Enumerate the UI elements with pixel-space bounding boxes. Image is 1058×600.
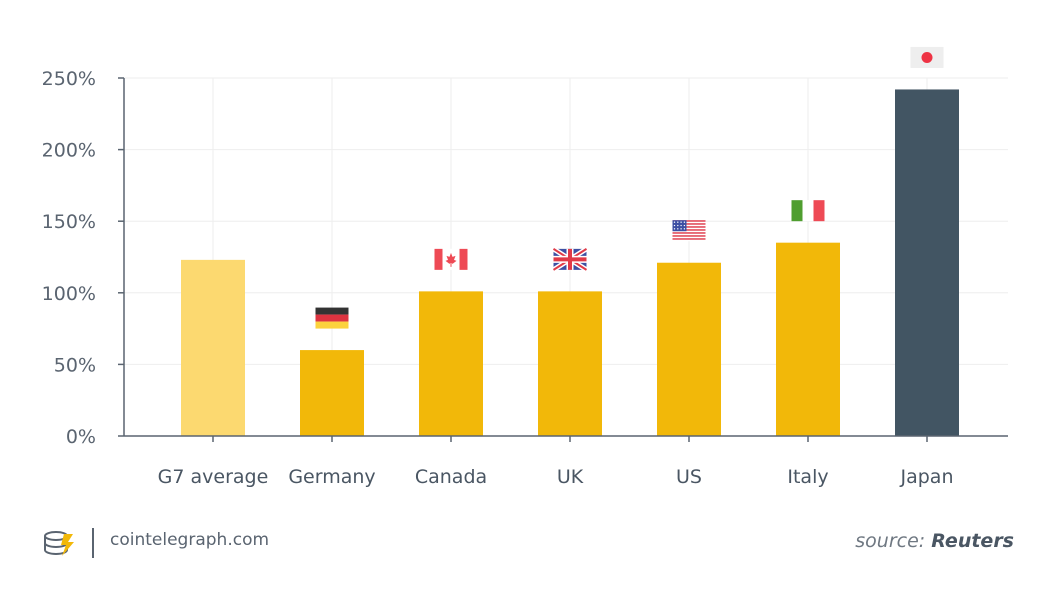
cointelegraph-logo-icon: [44, 531, 74, 556]
x-tick-label: Italy: [787, 466, 828, 488]
bar-japan: [895, 89, 959, 437]
canada-flag-icon: [434, 248, 468, 270]
bar-italy: [776, 242, 840, 436]
site-name: cointelegraph.com: [110, 530, 270, 550]
x-tick-label: Germany: [288, 466, 375, 488]
bar-g7-average: [181, 259, 245, 436]
y-axis: 0% 50% 100% 150% 200% 250%: [42, 68, 125, 448]
bar-uk: [538, 291, 602, 436]
x-tick-label: US: [676, 466, 702, 488]
y-tick-label: 50%: [54, 354, 96, 376]
uk-flag-icon: [552, 246, 588, 272]
source-credit: source: Reuters: [855, 530, 1014, 552]
x-tick-label: Japan: [900, 466, 954, 488]
bar-canada: [419, 291, 483, 436]
y-tick-label: 250%: [42, 68, 96, 90]
y-tick-label: 150%: [42, 211, 96, 233]
x-tick-label: G7 average: [158, 466, 269, 488]
italy-flag-icon: [791, 200, 825, 222]
y-tick-label: 100%: [42, 283, 96, 305]
source-name: Reuters: [931, 530, 1014, 552]
flags: [315, 46, 944, 329]
x-tick-label: UK: [557, 466, 584, 488]
footer: cointelegraph.com source: Reuters: [0, 520, 1058, 568]
y-tick-label: 200%: [42, 140, 96, 162]
bar-us: [657, 262, 721, 436]
y-tick-label: 0%: [66, 426, 96, 448]
bars: [181, 89, 959, 437]
chart: 0% 50% 100% 150% 200% 250% G7 average Germany C…: [42, 46, 1008, 488]
x-tick-label: Canada: [415, 466, 487, 488]
germany-flag-icon: [315, 307, 349, 329]
us-flag-icon: [672, 220, 706, 242]
japan-flag-icon: [910, 46, 944, 68]
source-prefix: source:: [855, 530, 926, 552]
bar-germany: [300, 350, 364, 436]
x-axis: G7 average Germany Canada UK US Italy Japan: [124, 435, 1008, 488]
footer-divider: [92, 528, 94, 558]
